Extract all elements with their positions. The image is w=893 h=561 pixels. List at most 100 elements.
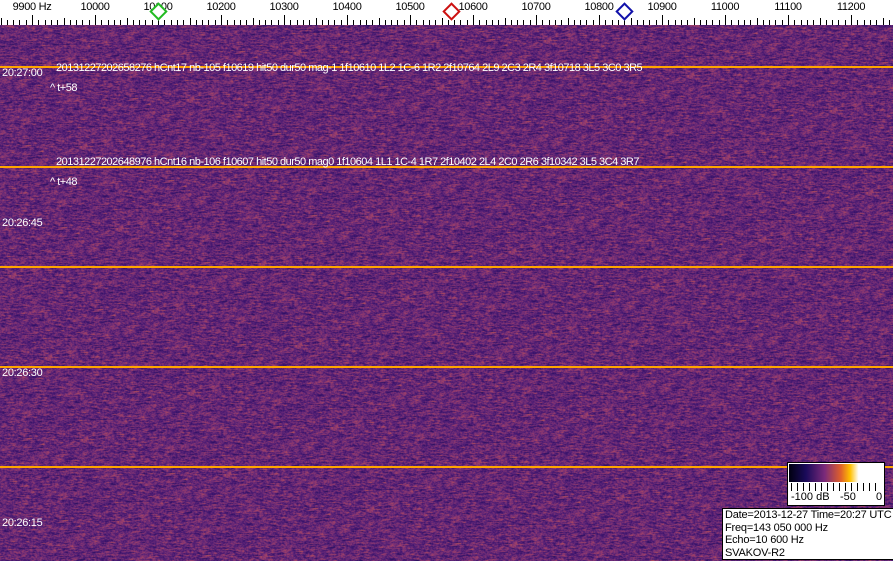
- waterfall-spectrogram: [0, 25, 893, 561]
- frequency-tick: [297, 20, 298, 25]
- frequency-tick: [360, 20, 361, 25]
- frequency-tick: [838, 20, 839, 25]
- frequency-tick: [706, 20, 707, 25]
- detection-annotation: 20131227202648976 hCnt16 nb-106 f10607 h…: [56, 156, 639, 168]
- frequency-tick: [391, 20, 392, 25]
- frequency-label: 10900: [647, 1, 677, 13]
- time-line: [0, 66, 893, 68]
- frequency-tick: [618, 20, 619, 25]
- color-bar: [789, 464, 883, 482]
- frequency-tick: [523, 20, 524, 25]
- frequency-tick: [801, 20, 802, 25]
- frequency-tick: [108, 20, 109, 25]
- frequency-tick: [404, 20, 405, 25]
- frequency-tick: [32, 15, 33, 25]
- frequency-tick: [385, 20, 386, 25]
- frequency-tick: [196, 20, 197, 25]
- frequency-scale[interactable]: 9900 Hz100001010010200103001040010500106…: [0, 0, 893, 25]
- frequency-tick: [700, 20, 701, 25]
- frequency-tick: [95, 15, 96, 25]
- frequency-tick: [26, 20, 27, 25]
- frequency-tick: [637, 20, 638, 25]
- frequency-tick: [221, 15, 222, 25]
- frequency-label: 10700: [521, 1, 551, 13]
- frequency-tick: [649, 20, 650, 25]
- frequency-tick: [164, 20, 165, 25]
- frequency-tick: [750, 20, 751, 25]
- frequency-tick: [372, 20, 373, 25]
- frequency-tick: [731, 20, 732, 25]
- frequency-tick: [265, 20, 266, 25]
- frequency-label: 10300: [269, 1, 299, 13]
- frequency-tick: [568, 18, 569, 25]
- frequency-tick: [51, 20, 52, 25]
- frequency-tick: [763, 20, 764, 25]
- frequency-tick: [139, 20, 140, 25]
- frequency-tick: [120, 20, 121, 25]
- frequency-tick: [76, 20, 77, 25]
- frequency-tick: [542, 20, 543, 25]
- frequency-tick: [190, 18, 191, 25]
- detection-offset: ^ t+58: [50, 82, 77, 94]
- time-label: 20:27:00: [2, 67, 43, 79]
- time-line: [0, 166, 893, 168]
- frequency-label: 10500: [395, 1, 425, 13]
- frequency-tick: [101, 20, 102, 25]
- frequency-tick: [870, 20, 871, 25]
- frequency-tick: [234, 20, 235, 25]
- frequency-tick: [794, 20, 795, 25]
- frequency-tick: [612, 20, 613, 25]
- frequency-tick: [278, 20, 279, 25]
- frequency-tick: [631, 18, 632, 25]
- frequency-tick: [599, 15, 600, 25]
- frequency-tick: [694, 18, 695, 25]
- frequency-tick: [240, 20, 241, 25]
- legend-label: -50: [840, 491, 856, 503]
- frequency-tick: [89, 20, 90, 25]
- frequency-tick: [397, 20, 398, 25]
- frequency-tick: [820, 18, 821, 25]
- frequency-label: 10600: [458, 1, 488, 13]
- frequency-tick: [586, 20, 587, 25]
- detection-annotation: 20131227202658276 hCnt17 nb-105 f10619 h…: [56, 62, 643, 74]
- frequency-tick: [145, 20, 146, 25]
- station-name: SVAKOV-R2: [725, 546, 785, 559]
- detection-offset: ^ t+48: [50, 176, 77, 188]
- frequency-label: 10400: [332, 1, 362, 13]
- frequency-tick: [857, 20, 858, 25]
- frequency-tick: [183, 20, 184, 25]
- frequency-tick: [353, 20, 354, 25]
- frequency-tick: [227, 20, 228, 25]
- frequency-tick: [19, 20, 20, 25]
- frequency-tick: [379, 18, 380, 25]
- frequency-tick: [864, 20, 865, 25]
- frequency-tick: [492, 20, 493, 25]
- frequency-tick: [775, 20, 776, 25]
- frequency-tick: [38, 20, 39, 25]
- frequency-tick: [429, 20, 430, 25]
- frequency-tick: [435, 20, 436, 25]
- frequency-tick: [719, 20, 720, 25]
- time-line: [0, 366, 893, 368]
- frequency-tick: [309, 20, 310, 25]
- frequency-tick: [624, 20, 625, 25]
- frequency-tick: [498, 20, 499, 25]
- frequency-tick: [347, 15, 348, 25]
- color-bar-ticks: [791, 483, 881, 491]
- frequency-tick: [410, 15, 411, 25]
- color-legend: -100 dB -50 0: [787, 462, 885, 506]
- legend-label: 0: [876, 491, 883, 503]
- time-label: 20:26:15: [2, 517, 43, 529]
- frequency-label: 11200: [836, 1, 866, 13]
- date-time: Date=2013-12-27 Time=20:27 UTC: [725, 509, 892, 521]
- frequency-tick: [769, 20, 770, 25]
- info-box: Date=2013-12-27 Time=20:27 UTC Freq=143 …: [722, 508, 893, 560]
- frequency-tick: [486, 20, 487, 25]
- frequency-tick: [530, 20, 531, 25]
- frequency-tick: [202, 20, 203, 25]
- frequency-tick: [675, 20, 676, 25]
- frequency-tick: [555, 20, 556, 25]
- frequency-tick: [813, 20, 814, 25]
- frequency-tick: [114, 20, 115, 25]
- frequency-tick: [549, 20, 550, 25]
